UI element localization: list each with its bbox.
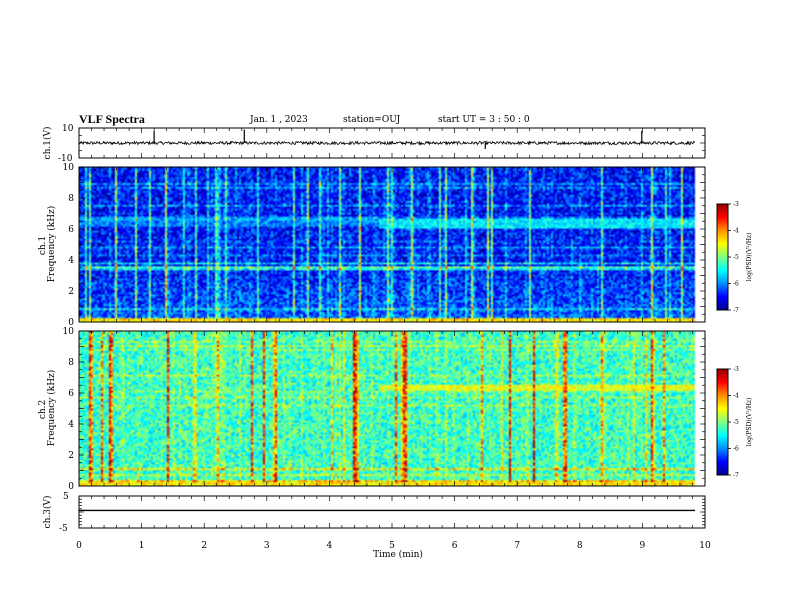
- ch3-ytick-label: -5: [59, 524, 68, 534]
- ch3-ytick-label: 5: [63, 492, 69, 502]
- x-tick-label: 9: [640, 541, 646, 551]
- ch1-ytick-label: 10: [62, 124, 74, 134]
- ch2-spectrogram-ylabel: ch.2 Frequency (kHz): [38, 370, 57, 447]
- colorbar-tick-label: -7: [733, 472, 739, 479]
- colorbar-tick-label: -7: [733, 307, 739, 314]
- ch1-waveform-ylabel: ch.1(V): [42, 127, 53, 160]
- ch2-colorbar-label: log(PSD)(V²/Hz): [746, 398, 753, 447]
- colorbar-tick-label: -3: [733, 366, 739, 373]
- colorbar-tick-label: -6: [733, 446, 739, 453]
- station-label: station=OUJ: [343, 115, 401, 125]
- ch1-spectrogram-ylabel: ch.1 Frequency (kHz): [38, 206, 57, 283]
- ch1-spectrogram-image: [79, 167, 705, 322]
- x-axis-label: Time (min): [373, 549, 423, 560]
- ch1-ytick-label: -10: [58, 154, 73, 164]
- y-tick-label: 4: [68, 256, 74, 266]
- colorbar-tick-label: -6: [733, 281, 739, 288]
- y-tick-label: 8: [68, 194, 74, 204]
- ch2-spectrogram-panel: 0 2 4 6 8 10 ch.2 Frequency (kHz): [38, 327, 706, 492]
- x-tick-label: 2: [201, 541, 207, 551]
- y-tick-label: 6: [68, 389, 74, 399]
- y-tick-label: 0: [68, 482, 74, 492]
- ch1-spectrogram-panel: 0 2 4 6 8 10 ch.1 Frequency (kHz): [38, 163, 706, 328]
- x-tick-label: 10: [699, 541, 711, 551]
- y-tick-label: 10: [63, 327, 75, 337]
- ch3-waveform-panel: 5 -5 ch.3(V): [42, 492, 706, 534]
- y-tick-label: 10: [63, 163, 75, 173]
- x-tick-label: 6: [452, 541, 458, 551]
- y-tick-label: 2: [68, 287, 74, 297]
- ch1-waveform-panel: 10 -10 ch.1(V): [42, 124, 706, 164]
- colorbar-tick-label: -3: [733, 201, 739, 208]
- y-tick-label: 4: [68, 420, 74, 430]
- colorbar-tick-label: -5: [733, 419, 739, 426]
- ch2-colorbar-gradient: [717, 369, 728, 475]
- y-tick-label: 8: [68, 358, 74, 368]
- colorbar-tick-label: -4: [733, 228, 739, 235]
- x-tick-label: 7: [514, 541, 520, 551]
- y-tick-label: 6: [68, 225, 74, 235]
- ch1-colorbar-gradient: [717, 204, 728, 310]
- chart-title: VLF Spectra: [79, 112, 145, 126]
- ch1-waveform-trace: [79, 129, 696, 149]
- start-time-label: start UT = 3 : 50 : 0: [438, 115, 530, 125]
- ch1-colorbar: -3 -4 -5 -6 -7 log(PSD)(V²/Hz): [716, 201, 753, 314]
- colorbar-tick-label: -4: [733, 393, 739, 400]
- x-tick-label: 8: [577, 541, 583, 551]
- x-tick-label: 3: [264, 541, 270, 551]
- ch2-colorbar: -3 -4 -5 -6 -7 log(PSD)(V²/Hz): [716, 366, 753, 479]
- x-tick-label: 5: [389, 541, 395, 551]
- ch1-noise-line: [79, 140, 696, 146]
- x-axis-tick-labels: 0 1 2 3 4 5 6 7 8 9 10: [76, 541, 711, 551]
- x-tick-label: 1: [139, 541, 145, 551]
- x-tick-label: 0: [76, 541, 82, 551]
- y-tick-label: 2: [68, 451, 74, 461]
- colorbar-tick-label: -5: [733, 254, 739, 261]
- ch3-waveform-ylabel: ch.3(V): [42, 496, 53, 529]
- y-tick-label: 0: [68, 318, 74, 328]
- ch2-spectrogram-image: [79, 331, 705, 486]
- date-label: Jan. 1 , 2023: [249, 115, 308, 125]
- ch1-colorbar-label: log(PSD)(V²/Hz): [746, 233, 753, 282]
- x-tick-label: 4: [327, 541, 333, 551]
